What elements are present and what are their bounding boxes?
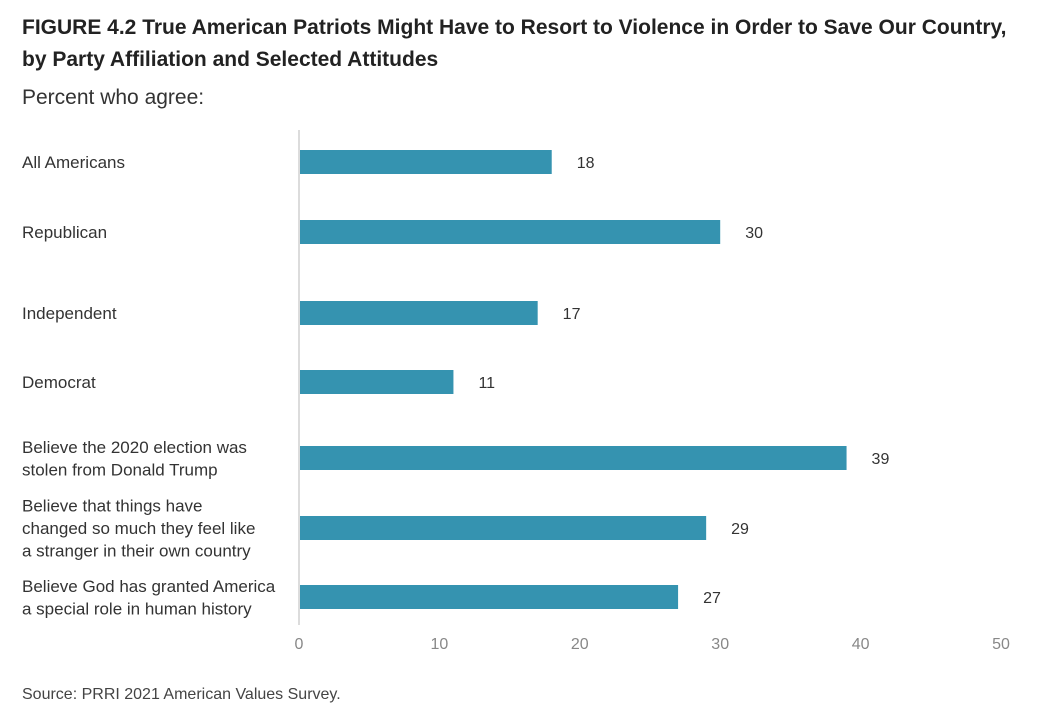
data-label: 11	[478, 375, 495, 392]
x-tick-label: 10	[431, 636, 449, 653]
category-label: All Americans	[22, 153, 125, 172]
category-label: Believe the 2020 election was	[22, 438, 247, 457]
bar	[300, 370, 454, 394]
category-label: changed so much they feel like	[22, 519, 255, 538]
category-label: Democrat	[22, 373, 96, 392]
data-label: 30	[745, 225, 763, 242]
x-tick-label: 0	[295, 636, 304, 653]
bar	[300, 516, 707, 540]
x-tick-label: 50	[992, 636, 1010, 653]
bar	[300, 301, 538, 325]
chart-title: FIGURE 4.2 True American Patriots Might …	[22, 16, 1007, 71]
x-tick-label: 30	[711, 636, 729, 653]
x-tick-label: 20	[571, 636, 589, 653]
bar	[300, 585, 679, 609]
category-label: Republican	[22, 223, 107, 242]
data-label: 18	[577, 155, 595, 172]
x-tick-label: 40	[852, 636, 870, 653]
bar	[300, 446, 847, 470]
data-label: 27	[703, 590, 721, 607]
bar	[300, 220, 721, 244]
chart-subtitle: Percent who agree:	[22, 86, 205, 109]
data-label: 29	[731, 521, 749, 538]
category-label: a special role in human history	[22, 599, 252, 618]
category-label: Believe God has granted America	[22, 577, 276, 596]
source-note: Source: PRRI 2021 American Values Survey…	[22, 686, 341, 703]
category-label: stolen from Donald Trump	[22, 460, 218, 479]
category-label: Believe that things have	[22, 497, 203, 516]
category-label: Independent	[22, 304, 117, 323]
data-label: 39	[872, 451, 890, 468]
bar	[300, 150, 552, 174]
data-label: 17	[563, 306, 581, 323]
category-label: a stranger in their own country	[22, 542, 251, 561]
